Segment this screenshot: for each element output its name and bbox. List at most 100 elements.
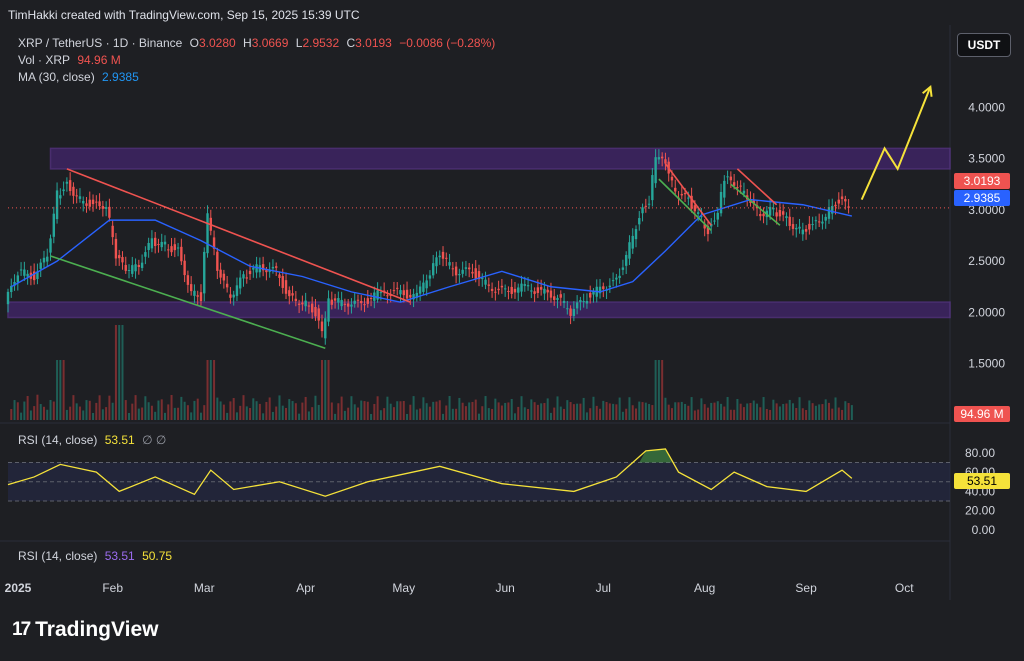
volume-bar [262,413,265,420]
candle-body [337,298,340,303]
volume-bar [150,405,153,420]
candle-body [660,156,664,159]
candle-body [317,308,320,321]
volume-bar [396,401,399,420]
volume-bar [173,407,176,420]
candle-body [631,235,634,249]
volume-bar [749,403,752,420]
candle-body [310,303,314,313]
candle-body [654,157,657,184]
candle-body [343,303,347,305]
volume-bar [105,407,108,420]
volume-bar [543,403,546,420]
candle-body [500,285,504,288]
candle-body [683,193,687,195]
volume-bar [847,403,850,420]
candle-body [517,287,520,293]
candle-body [248,270,252,275]
volume-bar [275,406,278,420]
downtrend-line [66,168,411,303]
volume-bar [566,400,569,420]
candle-body [68,180,72,192]
volume-bar [720,403,723,420]
volume-legend: Vol · XRP 94.96 M [18,53,125,67]
volume-bar [167,404,170,420]
volume-bar [379,410,382,420]
volume-bar [471,401,474,420]
volume-bar [726,397,729,420]
volume-bar [805,409,808,420]
candle-body [438,255,441,258]
volume-bar [618,397,621,420]
support-trend-line [658,178,712,231]
candle-body [392,290,396,292]
volume-bar [710,402,713,420]
volume-bar [314,395,317,420]
candle-body [52,213,55,237]
candle-body [726,176,729,178]
price-tick-label: 3.5000 [968,152,1005,166]
volume-bar [559,406,562,420]
volume-bar [752,400,755,420]
candle-body [474,268,477,279]
candle-body [732,182,736,186]
candle-body [716,212,719,220]
candle-body [549,290,553,298]
volume-bar [95,402,98,420]
candle-body [432,263,435,276]
volume-bar [474,399,477,420]
candle-body [356,299,360,301]
low-value: 2.9532 [302,36,340,50]
volume-bar [703,404,706,420]
volume-bar [824,399,827,420]
candle-body [670,176,674,181]
volume-bar [510,398,513,420]
candle-body [307,305,311,307]
volume-bar [680,401,683,420]
volume-bar [419,408,422,420]
candle-body [575,302,579,309]
rsi-legend: RSI (14, close) 53.51 ∅ ∅ [18,433,170,447]
volume-bar [353,404,356,420]
candle-body [396,287,399,289]
candle-body [405,289,409,299]
volume-bar [556,396,559,420]
volume-bar [334,413,337,420]
candle-body [150,238,154,249]
volume-bar [321,360,323,420]
candle-body [569,308,572,316]
volume-bar [795,407,798,420]
candle-body [114,238,118,259]
candle-body [507,290,510,292]
candle-body [412,294,415,300]
candle-body [808,223,811,230]
volume-bar [409,404,412,420]
currency-button[interactable]: USDT [957,33,1011,57]
rsi2-value1: 53.51 [104,549,135,563]
volume-bar [245,406,248,420]
candle-body [242,274,245,279]
candle-body [19,269,23,271]
candle-body [608,285,612,288]
candle-body [572,308,576,316]
candle-body [418,286,422,294]
candle-body [180,246,183,262]
volume-bar [111,402,114,420]
volume-bar [75,403,78,420]
volume-bar [464,406,467,420]
tradingview-logo-icon: 17 [12,619,31,640]
candle-body [203,251,206,294]
candle-body [628,242,631,259]
candle-body [837,199,840,204]
candle-body [360,300,363,304]
candle-body [775,212,778,217]
volume-bar [281,405,284,420]
candle-body [801,229,805,235]
volume-bar [605,402,608,420]
tradingview-logo[interactable]: 17 TradingView [12,618,158,642]
volume-bar [92,412,95,420]
volume-bar [612,403,615,420]
candle-body [553,296,556,300]
volume-bar [219,401,222,420]
